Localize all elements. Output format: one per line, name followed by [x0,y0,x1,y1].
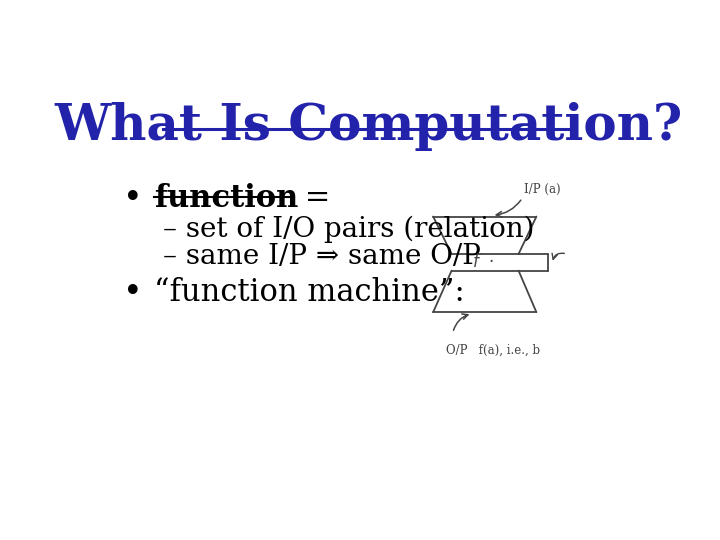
Text: “function machine”:: “function machine”: [154,277,465,308]
Text: – same I/P ⇒ same O/P: – same I/P ⇒ same O/P [163,243,480,270]
Text: •: • [124,277,143,309]
Text: •: • [124,183,143,215]
Text: $f$  ·: $f$ · [472,253,495,271]
Text: I/P (a): I/P (a) [524,183,561,196]
Text: =: = [295,183,330,214]
Text: O/P   f(a), i.e., b: O/P f(a), i.e., b [446,343,540,356]
Text: What Is Computation?: What Is Computation? [55,102,683,151]
Text: – set of I/O pairs (relation): – set of I/O pairs (relation) [163,215,534,242]
Text: function: function [154,183,299,214]
